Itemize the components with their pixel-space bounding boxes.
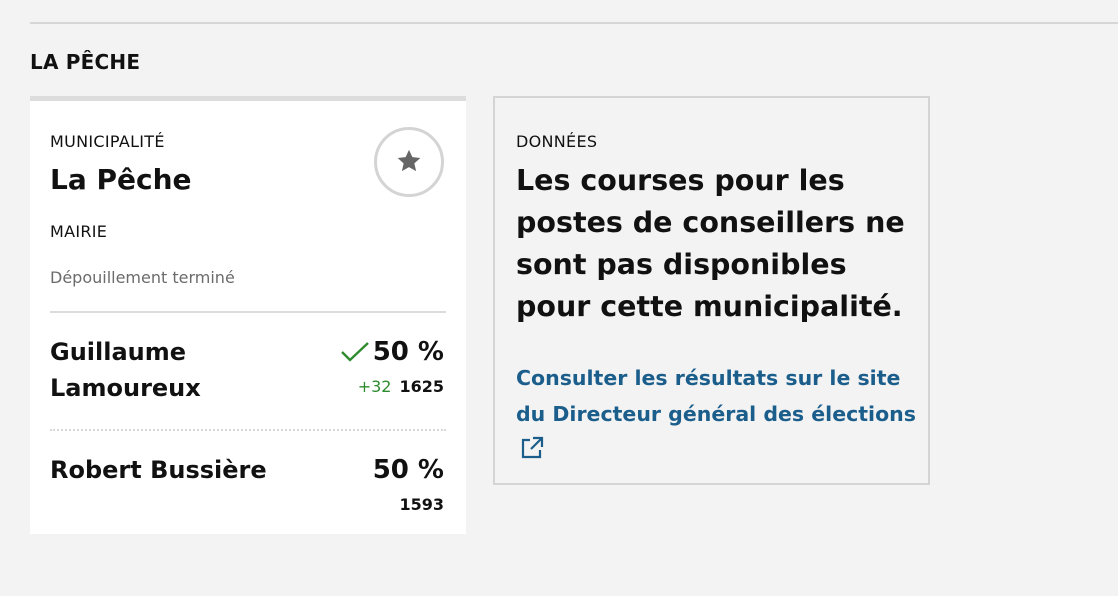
race-label: MAIRIE	[50, 222, 108, 241]
candidate-votes-row: +32 1625	[358, 377, 444, 396]
candidate-divider	[50, 429, 446, 431]
vote-count: 1593	[399, 495, 444, 514]
checkmark-icon	[340, 341, 370, 367]
favorite-button[interactable]	[374, 127, 444, 197]
candidate-name: Guillaume Lamoureux	[50, 338, 201, 402]
section-title: LA PÊCHE	[30, 50, 141, 74]
info-kicker: DONNÉES	[516, 132, 598, 151]
star-icon	[395, 147, 423, 178]
municipality-name: La Pêche	[50, 163, 192, 196]
vote-lead: +32	[357, 377, 392, 396]
data-info-box: DONNÉES Les courses pour les postes de c…	[493, 96, 930, 485]
count-status: Dépouillement terminé	[50, 268, 235, 287]
candidate-votes-row: 1593	[399, 495, 444, 514]
info-heading: Les courses pour les postes de conseille…	[516, 164, 905, 323]
candidate-percent: 50 %	[372, 455, 444, 485]
top-divider	[30, 22, 1118, 24]
result-card: MUNICIPALITÉ La Pêche MAIRIE Dépouilleme…	[30, 96, 466, 534]
candidate-percent: 50 %	[372, 337, 444, 367]
external-link-icon	[520, 435, 544, 471]
candidate-name: Robert Bussière	[50, 456, 267, 484]
card-kicker: MUNICIPALITÉ	[50, 132, 165, 151]
dge-link-label: Consulter les résultats sur le site du D…	[516, 366, 916, 426]
card-divider	[50, 311, 446, 313]
vote-count: 1625	[399, 377, 444, 396]
dge-results-link[interactable]: Consulter les résultats sur le site du D…	[516, 360, 916, 471]
